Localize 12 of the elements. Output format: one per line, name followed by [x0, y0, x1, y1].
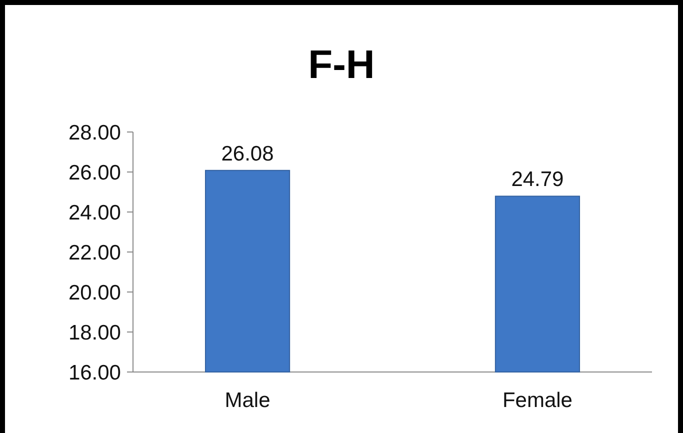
y-tick-label: 26.00 — [68, 161, 121, 184]
y-tick-label: 24.00 — [68, 201, 121, 224]
y-tick-label: 22.00 — [68, 241, 121, 264]
y-tick-label: 16.00 — [68, 361, 121, 384]
data-label: 26.08 — [221, 142, 274, 166]
chart-title: F-H — [308, 43, 375, 87]
x-tick-label: Female — [502, 389, 572, 412]
x-tick-label: Male — [224, 389, 270, 412]
data-label: 24.79 — [511, 168, 564, 192]
y-tick-label: 28.00 — [68, 121, 121, 144]
y-tick-label: 20.00 — [68, 281, 121, 304]
y-tick-label: 18.00 — [68, 321, 121, 344]
